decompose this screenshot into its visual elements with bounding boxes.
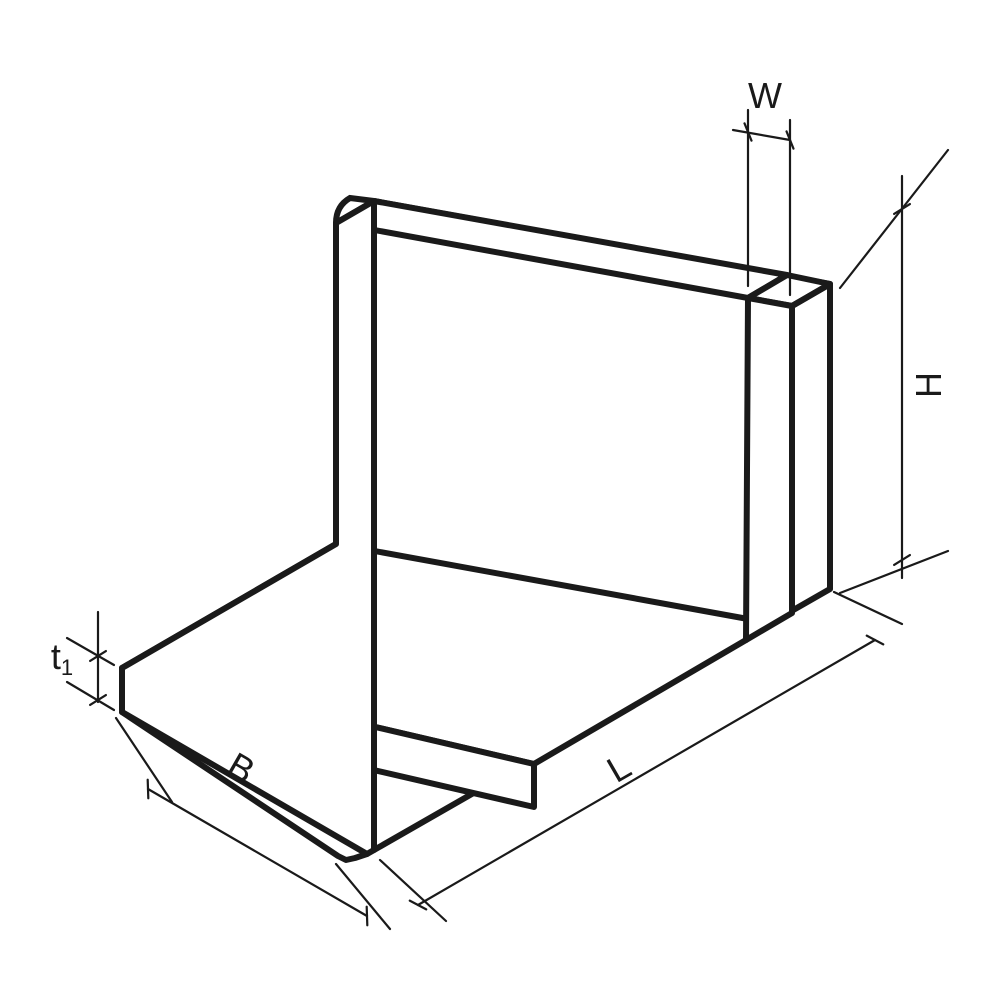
dimension-label-L: L: [600, 745, 638, 791]
dimension-label-W: W: [748, 75, 782, 116]
dimension-label-H: H: [908, 372, 949, 398]
technical-drawing: WHLBt1: [0, 0, 1000, 1000]
l-beam-shape: [122, 198, 830, 860]
dimension-label-t1: t1: [51, 636, 73, 680]
